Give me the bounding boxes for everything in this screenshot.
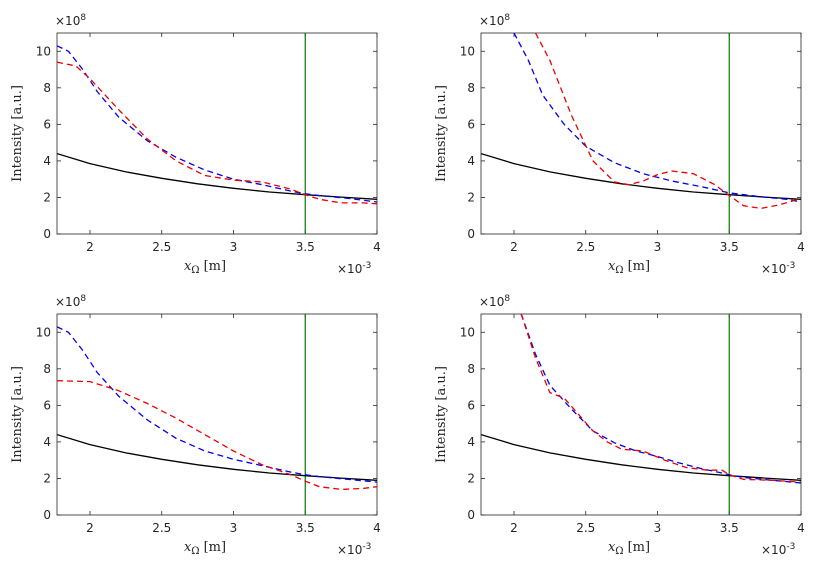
y-tick-label: 10 [36,325,51,339]
x-tick-label: 2.5 [152,240,171,254]
series-line-black-solid [481,433,801,481]
x-axis-exponent: ×10-3 [761,261,795,276]
series-line-red-dashed [57,61,377,205]
x-axis-exponent-power: -3 [362,542,371,552]
x-tick-label: 4 [373,240,381,254]
x-axis-label: xΩ [m] [184,259,226,276]
y-tick-label: 0 [467,508,475,522]
x-tick-label: 3 [654,240,662,254]
axes-box [56,313,378,516]
series-line-red-dashed [57,380,377,491]
series-line-black-solid [57,433,377,481]
y-tick-label: 2 [43,190,51,204]
y-axis-exponent: ×108 [55,294,86,309]
x-axis-label-unit: [m] [628,259,650,274]
x-axis-exponent-power: -3 [362,261,371,271]
y-tick-label: 0 [43,227,51,241]
x-axis-label-subscript: Ω [615,265,623,276]
y-tick-label: 4 [43,154,51,168]
y-tick-label: 4 [467,435,475,449]
x-tick-label: 2.5 [576,521,595,535]
axes-box [480,313,802,516]
y-axis-label: Intensity [a.u.] [10,366,25,463]
x-tick-label: 2 [86,240,94,254]
y-tick-label: 8 [467,362,475,376]
y-tick-label: 8 [43,81,51,95]
x-axis-label: xΩ [m] [184,540,226,557]
x-axis-exponent-power: -3 [786,542,795,552]
y-tick-label: 6 [43,117,51,131]
y-tick-label: 6 [467,117,475,131]
x-axis-exponent-power: -3 [786,261,795,271]
series-line-blue-dashed [513,33,801,203]
series-line-black-solid [57,152,377,200]
y-tick-label: 10 [36,44,51,58]
y-tick-label: 0 [43,508,51,522]
y-axis-exponent-power: 8 [504,13,510,23]
y-axis-label: Intensity [a.u.] [434,85,449,182]
series-line-black-solid [481,152,801,200]
x-axis-label-unit: [m] [204,259,226,274]
x-axis-label-unit: [m] [204,540,226,555]
y-axis-exponent-power: 8 [80,13,86,23]
y-axis-label: Intensity [a.u.] [10,85,25,182]
y-tick-label: 8 [43,362,51,376]
x-axis-label-unit: [m] [628,540,650,555]
axes-box [480,32,802,235]
x-axis-exponent: ×10-3 [337,261,371,276]
y-tick-label: 10 [460,325,475,339]
series-line-blue-dashed [520,314,801,484]
x-tick-label: 3.5 [720,240,739,254]
x-tick-label: 4 [797,521,805,535]
y-tick-label: 2 [43,471,51,485]
x-tick-label: 3.5 [296,240,315,254]
x-axis-exponent: ×10-3 [337,542,371,557]
y-axis-exponent-power: 8 [504,294,510,304]
x-tick-label: 2.5 [152,521,171,535]
x-tick-label: 2.5 [576,240,595,254]
y-tick-label: 0 [467,227,475,241]
y-tick-label: 6 [467,398,475,412]
series-line-blue-dashed [57,45,377,203]
x-axis-exponent: ×10-3 [761,542,795,557]
axes-box [56,32,378,235]
x-tick-label: 4 [797,240,805,254]
series-line-red-dashed [534,33,801,210]
x-axis-label-subscript: Ω [615,546,623,557]
x-tick-label: 4 [373,521,381,535]
y-tick-label: 2 [467,190,475,204]
y-tick-label: 10 [460,44,475,58]
y-tick-label: 4 [43,435,51,449]
x-tick-label: 3 [654,521,662,535]
x-tick-label: 2 [86,521,94,535]
series-line-red-dashed [520,314,801,483]
x-axis-label-subscript: Ω [191,546,199,557]
y-axis-exponent-power: 8 [80,294,86,304]
x-tick-label: 2 [510,521,518,535]
x-tick-label: 3 [230,240,238,254]
x-axis-label: xΩ [m] [608,259,650,276]
y-axis-exponent: ×108 [55,13,86,28]
x-tick-label: 2 [510,240,518,254]
y-tick-label: 8 [467,81,475,95]
x-axis-label: xΩ [m] [608,540,650,557]
x-tick-label: 3.5 [720,521,739,535]
y-tick-label: 2 [467,471,475,485]
x-axis-label-subscript: Ω [191,265,199,276]
x-tick-label: 3 [230,521,238,535]
y-tick-label: 4 [467,154,475,168]
y-axis-exponent: ×108 [479,294,510,309]
y-axis-exponent: ×108 [479,13,510,28]
x-tick-label: 3.5 [296,521,315,535]
y-axis-label: Intensity [a.u.] [434,366,449,463]
series-line-blue-dashed [57,326,377,483]
y-tick-label: 6 [43,398,51,412]
